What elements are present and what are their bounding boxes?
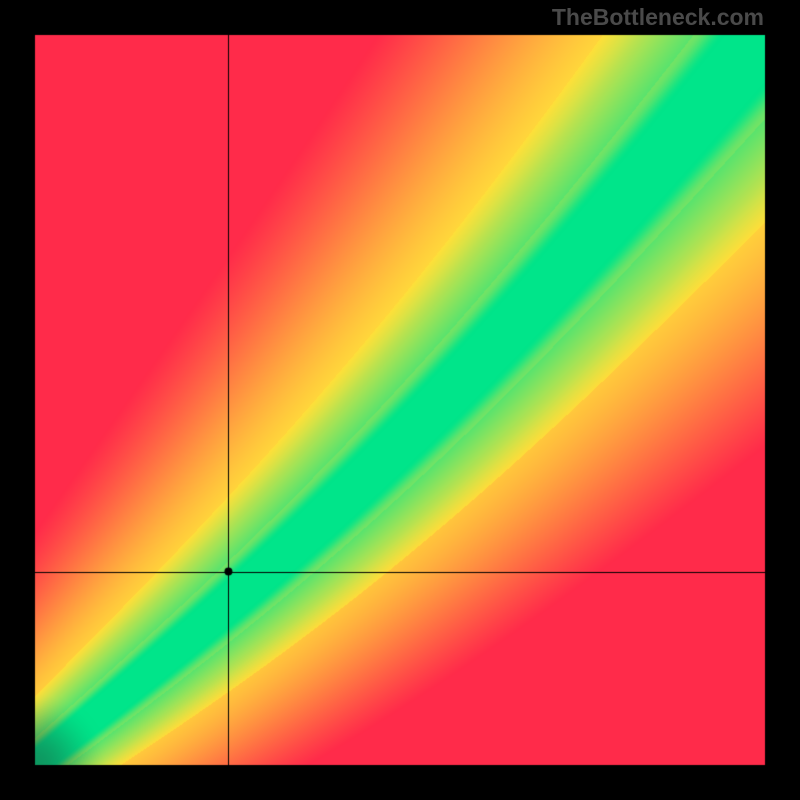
bottleneck-heatmap: [0, 0, 800, 800]
watermark-text: TheBottleneck.com: [552, 4, 764, 31]
